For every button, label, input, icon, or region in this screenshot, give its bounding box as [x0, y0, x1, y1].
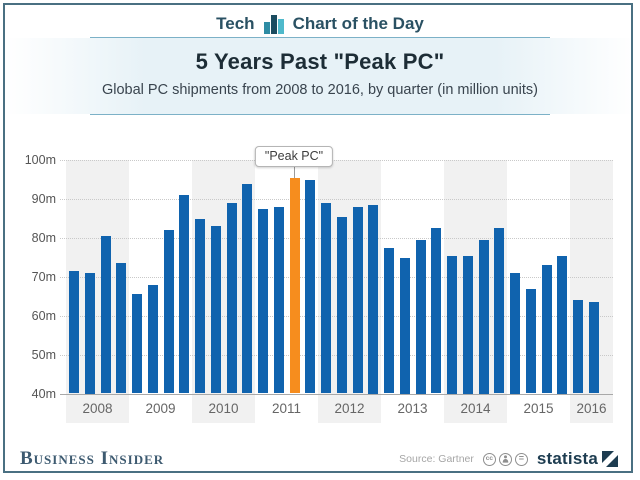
- header-banner: Tech Chart of the Day: [0, 9, 640, 35]
- bar-2014-q2: [462, 255, 473, 394]
- cc-nd-icon: =: [514, 452, 528, 466]
- x-axis-label-2014: 2014: [460, 401, 491, 416]
- y-axis-label-80m: 80m: [31, 231, 56, 245]
- bar-chart-icon: [263, 14, 284, 34]
- bar-2012-q3: [352, 206, 363, 394]
- bar-2015-q3: [541, 265, 552, 394]
- statista-logo-text: statista: [536, 449, 598, 468]
- peak-pc-annotation: "Peak PC": [254, 146, 334, 167]
- banner-bottom-rule: [90, 114, 550, 115]
- bar-2010-q1: [195, 218, 205, 394]
- y-axis-label-70m: 70m: [31, 269, 56, 284]
- bar-2009-q1: [132, 294, 142, 394]
- source-label: Source: Gartner: [399, 453, 474, 465]
- bar-2015-q2: [525, 288, 536, 394]
- bar-2008-q4: [116, 263, 127, 394]
- bar-chart-icon-bar-right: [277, 19, 284, 34]
- bar-2010-q2: [210, 226, 221, 394]
- annotation-connector-line: [294, 167, 295, 178]
- bar-2013-q2: [399, 257, 410, 394]
- bar-2008-q3: [100, 236, 111, 394]
- y-axis-label-50m: 50m: [31, 347, 56, 362]
- x-axis-line: [60, 393, 613, 395]
- bar-2014-q4: [494, 228, 505, 394]
- bar-chart-icon-bar-left: [263, 22, 270, 34]
- bar-2008-q1: [69, 271, 79, 394]
- cc-icon: cc: [482, 452, 496, 466]
- x-axis-label-2009: 2009: [145, 401, 176, 416]
- y-axis-label-90m: 90m: [31, 192, 56, 207]
- bar-2014-q1: [447, 255, 457, 394]
- bar-2013-q4: [431, 228, 442, 394]
- gridline-60m: [60, 315, 613, 317]
- bar-2015-q4: [557, 255, 568, 394]
- gridline-100m: [60, 160, 613, 162]
- gridline-90m: [60, 199, 613, 201]
- header-series-label: Chart of the Day: [292, 14, 424, 33]
- bar-2009-q4: [179, 195, 190, 394]
- y-axis-label-60m: 60m: [31, 308, 56, 323]
- business-insider-logo: Business Insider: [20, 448, 165, 469]
- bar-2012-q1: [321, 203, 331, 394]
- banner-top-rule: [90, 37, 550, 38]
- bar-2009-q3: [163, 230, 174, 394]
- bar-2014-q3: [478, 240, 489, 394]
- gridline-50m: [60, 354, 613, 356]
- chart-title: 5 Years Past "Peak PC": [195, 49, 445, 74]
- cc-by-person-icon: [498, 452, 512, 466]
- gridline-80m: [60, 238, 613, 239]
- bar-2013-q1: [384, 247, 394, 394]
- bar-2016-q1: [573, 300, 583, 394]
- x-axis-label-2008: 2008: [82, 401, 113, 416]
- x-axis-label-2015: 2015: [523, 401, 554, 416]
- bar-2016-q2: [588, 302, 599, 394]
- bar-2013-q3: [415, 240, 426, 394]
- bar-2012-q4: [368, 205, 379, 394]
- bar-2008-q2: [84, 273, 95, 394]
- license-icons: cc =: [482, 452, 528, 466]
- bar-2011-q2: [273, 206, 284, 394]
- x-axis-label-2016: 2016: [576, 401, 607, 416]
- x-axis-label-2012: 2012: [334, 401, 365, 416]
- statista-logo: statista: [537, 449, 618, 469]
- bar-2011-q1: [258, 208, 268, 394]
- x-axis-label-2010: 2010: [208, 401, 239, 416]
- footer-credits: Source: Gartner cc = statista: [399, 449, 618, 469]
- statista-logo-mark: [602, 451, 618, 467]
- bar-2012-q2: [336, 216, 347, 394]
- x-axis-label-2011: 2011: [271, 401, 302, 416]
- y-axis-label-100m: 100m: [24, 153, 56, 168]
- header-section-label: Tech: [216, 14, 255, 33]
- title-banner: 5 Years Past "Peak PC" Global PC shipmen…: [6, 38, 634, 114]
- chart-subtitle: Global PC shipments from 2008 to 2016, b…: [101, 82, 538, 98]
- y-axis-label-40m: 40m: [31, 386, 56, 401]
- bar-2010-q4: [242, 183, 253, 394]
- bar-2011-q4: [305, 179, 316, 394]
- bar-2009-q2: [147, 284, 158, 394]
- gridline-70m: [60, 276, 613, 278]
- bar-chart-icon-bar-middle: [270, 15, 277, 34]
- x-axis-label-2013: 2013: [397, 401, 428, 416]
- bar-2015-q1: [510, 273, 520, 394]
- bar-2010-q3: [226, 203, 237, 394]
- bar-2011-q3: [289, 177, 300, 394]
